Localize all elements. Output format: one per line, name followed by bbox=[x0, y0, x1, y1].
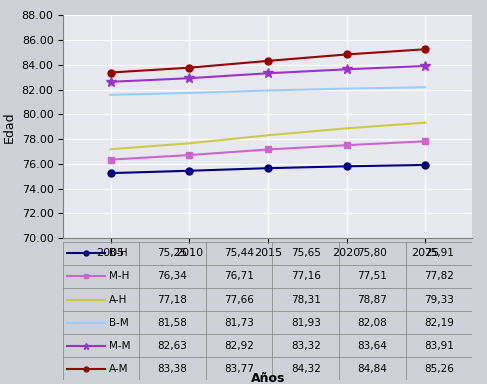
Text: 83,38: 83,38 bbox=[157, 364, 187, 374]
Text: 75,65: 75,65 bbox=[291, 248, 320, 258]
Text: 75,25: 75,25 bbox=[157, 248, 187, 258]
Text: 82,08: 82,08 bbox=[357, 318, 387, 328]
Text: 77,18: 77,18 bbox=[157, 295, 187, 305]
Text: Años: Años bbox=[251, 372, 285, 384]
Text: 83,32: 83,32 bbox=[291, 341, 320, 351]
Text: 83,77: 83,77 bbox=[224, 364, 254, 374]
Text: 77,51: 77,51 bbox=[357, 271, 387, 281]
Text: 78,31: 78,31 bbox=[291, 295, 320, 305]
Text: 77,82: 77,82 bbox=[424, 271, 454, 281]
Text: A-M: A-M bbox=[109, 364, 128, 374]
Text: 81,93: 81,93 bbox=[291, 318, 320, 328]
Text: 83,64: 83,64 bbox=[357, 341, 387, 351]
Text: M-H: M-H bbox=[109, 271, 129, 281]
Text: B-M: B-M bbox=[109, 318, 129, 328]
Text: 84,84: 84,84 bbox=[357, 364, 387, 374]
Text: B-H: B-H bbox=[109, 248, 127, 258]
Text: 79,33: 79,33 bbox=[424, 295, 454, 305]
Text: 81,73: 81,73 bbox=[224, 318, 254, 328]
Text: 82,63: 82,63 bbox=[157, 341, 187, 351]
Text: 78,87: 78,87 bbox=[357, 295, 387, 305]
Text: 76,34: 76,34 bbox=[157, 271, 187, 281]
Text: 77,16: 77,16 bbox=[291, 271, 320, 281]
Y-axis label: Edad: Edad bbox=[3, 111, 16, 142]
Text: 83,91: 83,91 bbox=[424, 341, 454, 351]
Text: 77,66: 77,66 bbox=[224, 295, 254, 305]
Text: 85,26: 85,26 bbox=[424, 364, 454, 374]
Text: 82,92: 82,92 bbox=[224, 341, 254, 351]
Text: 84,32: 84,32 bbox=[291, 364, 320, 374]
Text: 75,80: 75,80 bbox=[357, 248, 387, 258]
Text: 75,44: 75,44 bbox=[224, 248, 254, 258]
Text: A-H: A-H bbox=[109, 295, 127, 305]
Text: 82,19: 82,19 bbox=[424, 318, 454, 328]
Text: 75,91: 75,91 bbox=[424, 248, 454, 258]
Text: 76,71: 76,71 bbox=[224, 271, 254, 281]
Text: M-M: M-M bbox=[109, 341, 130, 351]
Text: 81,58: 81,58 bbox=[157, 318, 187, 328]
